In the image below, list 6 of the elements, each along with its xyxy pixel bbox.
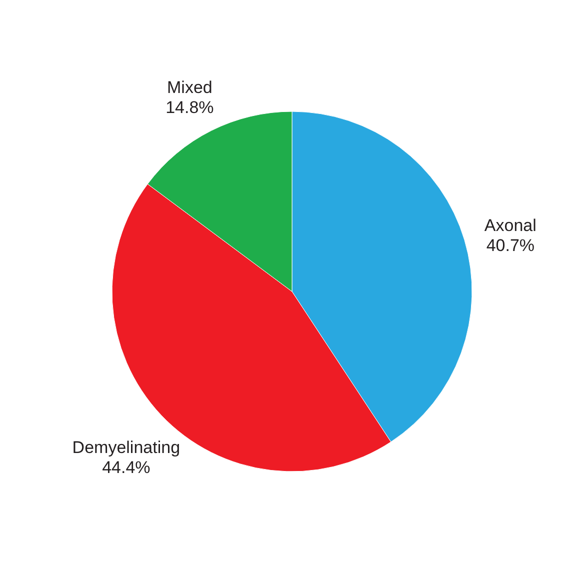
slice-label: Demyelinating xyxy=(72,438,180,457)
data-label: 14.8% xyxy=(166,98,214,117)
data-label: 40.7% xyxy=(486,236,535,256)
slice-label: Axonal xyxy=(484,216,536,236)
data-label: 44.4% xyxy=(102,458,150,477)
slice-label: Mixed xyxy=(166,78,212,97)
